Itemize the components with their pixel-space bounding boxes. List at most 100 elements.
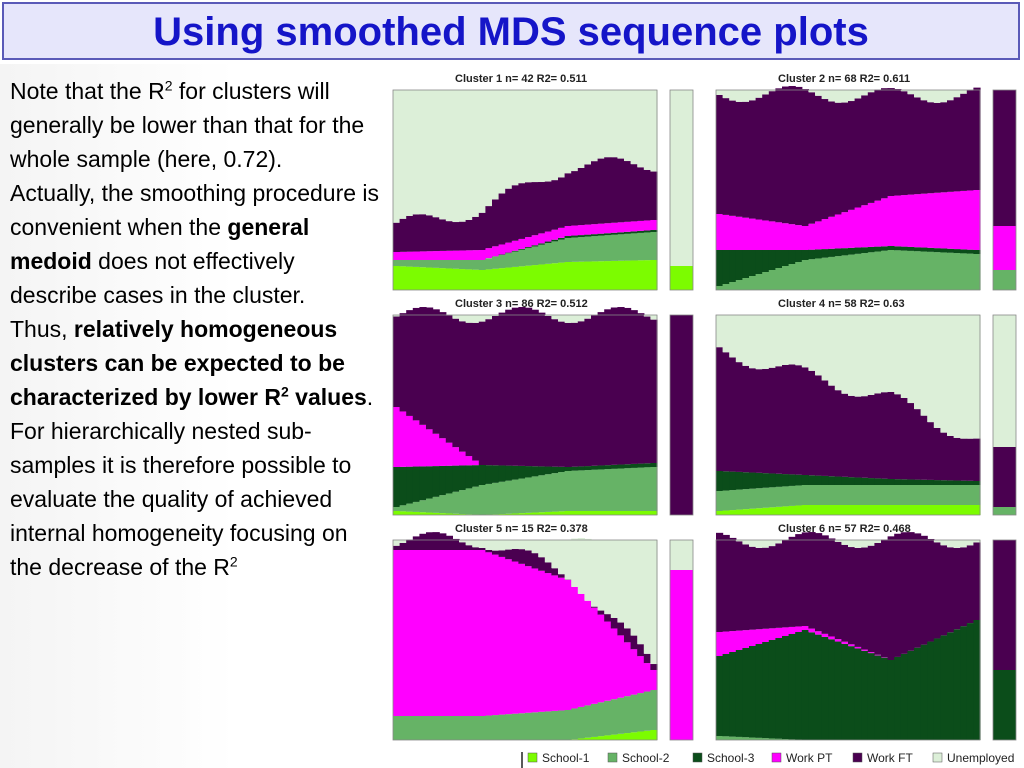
- segment-work-pt: [630, 221, 638, 232]
- segment-school-2: [518, 249, 526, 267]
- segment-work-pt: [749, 218, 757, 250]
- segment-school-1: [735, 509, 743, 515]
- segment-school-1: [801, 505, 809, 515]
- segment-unemployed: [643, 315, 651, 317]
- segment-school-2: [478, 716, 486, 740]
- segment-school-1: [604, 511, 612, 515]
- segment-work-pt: [465, 550, 473, 716]
- segment-work-ft: [478, 548, 486, 550]
- side-bar-frame: [669, 89, 694, 291]
- segment-school-1: [966, 505, 974, 515]
- segment-school-2: [604, 469, 612, 511]
- segment-work-ft: [762, 547, 770, 629]
- side-bar-segment: [993, 315, 1016, 447]
- segment-work-pt: [841, 641, 849, 644]
- segment-school-2: [498, 714, 506, 740]
- segment-unemployed: [914, 90, 922, 98]
- segment-unemployed: [465, 540, 473, 546]
- segment-school-2: [492, 256, 500, 269]
- segment-work-pt: [478, 250, 486, 260]
- segment-work-ft: [722, 534, 730, 632]
- segment-school-3: [900, 479, 908, 485]
- segment-school-1: [624, 733, 632, 740]
- segment-unemployed: [531, 540, 539, 554]
- segment-school-1: [729, 510, 737, 515]
- segment-school-3: [894, 246, 902, 251]
- segment-work-ft: [551, 568, 559, 576]
- segment-school-2: [624, 468, 632, 511]
- segment-work-pt: [624, 642, 632, 697]
- segment-school-3: [788, 474, 796, 486]
- segment-school-2: [894, 485, 902, 505]
- segment-school-2: [597, 235, 605, 262]
- segment-unemployed: [755, 315, 763, 370]
- segment-work-ft: [564, 173, 572, 226]
- segment-school-1: [571, 511, 579, 515]
- segment-unemployed: [848, 540, 856, 548]
- segment-work-pt: [801, 626, 809, 630]
- segment-work-ft: [432, 532, 440, 550]
- segment-work-ft: [604, 614, 612, 622]
- segment-work-pt: [538, 570, 546, 712]
- segment-unemployed: [900, 90, 908, 92]
- segment-unemployed: [742, 90, 750, 102]
- segment-unemployed: [834, 540, 842, 542]
- segment-work-ft: [960, 438, 968, 481]
- segment-school-2: [584, 470, 592, 511]
- segment-school-2: [953, 253, 961, 290]
- segment-work-ft: [834, 541, 842, 640]
- segment-unemployed: [966, 540, 974, 546]
- segment-school-3: [848, 646, 856, 740]
- p1-sup: 2: [164, 77, 173, 94]
- segment-work-ft: [940, 545, 948, 636]
- segment-school-1: [465, 269, 473, 290]
- segment-unemployed: [768, 540, 776, 547]
- segment-school-2: [960, 253, 968, 290]
- legend: School-1 School-2 School-3 Work PT Work FT Un…: [521, 751, 1014, 768]
- segment-unemployed: [808, 90, 816, 93]
- segment-work-ft: [452, 222, 460, 251]
- segment-work-pt: [650, 220, 658, 230]
- segment-work-pt: [439, 438, 447, 466]
- segment-school-3: [867, 478, 875, 485]
- segment-school-3: [729, 250, 737, 282]
- segment-unemployed: [558, 90, 566, 178]
- segment-school-1: [643, 511, 651, 515]
- segment-school-2: [472, 260, 480, 270]
- segment-work-pt: [782, 223, 790, 250]
- segment-work-pt: [393, 252, 401, 260]
- segment-work-ft: [795, 365, 803, 475]
- segment-school-2: [531, 712, 539, 740]
- legend-swatch-work-ft: [852, 752, 863, 763]
- segment-work-ft: [584, 164, 592, 225]
- segment-work-ft: [571, 171, 579, 226]
- segment-work-ft: [459, 321, 467, 452]
- segment-work-ft: [808, 92, 816, 224]
- segment-unemployed: [907, 315, 915, 404]
- plot-frame: [392, 539, 658, 741]
- segment-school-2: [755, 488, 763, 509]
- segment-work-pt: [459, 250, 467, 260]
- segment-unemployed: [478, 315, 486, 322]
- segment-work-ft: [801, 89, 809, 226]
- segment-school-2: [867, 485, 875, 505]
- segment-school-1: [749, 508, 757, 515]
- segment-school-2: [749, 276, 757, 290]
- segment-work-pt: [525, 237, 533, 248]
- segment-school-1: [551, 511, 559, 515]
- segment-school-1: [624, 511, 632, 515]
- segment-work-ft: [558, 321, 566, 467]
- segment-school-1: [643, 260, 651, 290]
- segment-work-ft: [406, 539, 414, 550]
- segment-school-1: [604, 735, 612, 740]
- segment-school-2: [630, 467, 638, 511]
- segment-school-3: [538, 243, 546, 245]
- segment-school-3: [538, 466, 546, 476]
- segment-work-ft: [643, 316, 651, 464]
- segment-work-ft: [538, 557, 546, 571]
- segment-unemployed: [492, 315, 500, 316]
- segment-school-3: [782, 250, 790, 266]
- segment-work-ft: [947, 435, 955, 481]
- segment-school-2: [762, 487, 770, 508]
- segment-work-ft: [505, 188, 513, 243]
